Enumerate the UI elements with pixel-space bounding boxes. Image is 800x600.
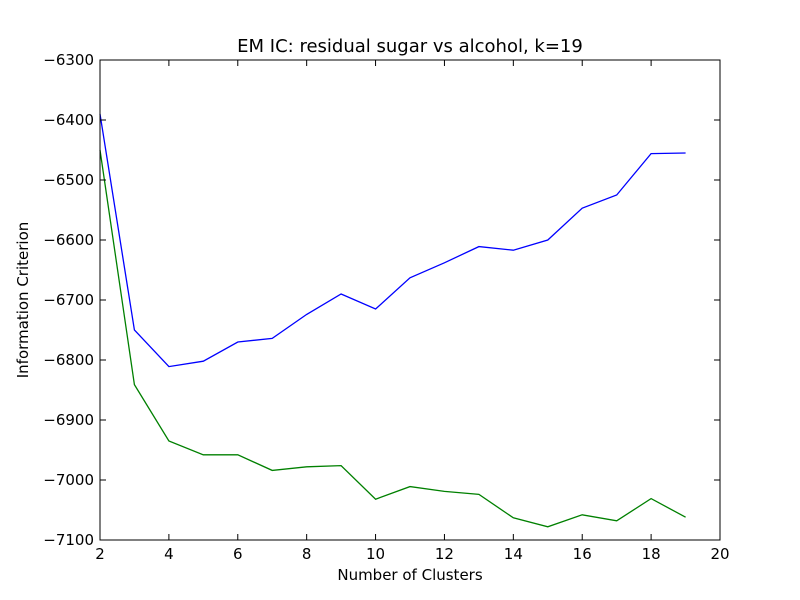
y-axis-label: Information Criterion [14,222,32,379]
y-tick-label: −7000 [43,471,94,489]
x-tick-label: 16 [573,545,592,563]
y-tick-label: −6500 [43,171,94,189]
x-tick-label: 20 [710,545,729,563]
x-tick-label: 14 [504,545,523,563]
plot-frame [99,59,721,541]
tick-label-layer: 2 4 6 8 10 12 14 16 18 20 −7100 −7000 −6900 −6800 −670… [43,51,729,563]
y-tick-label: −6400 [43,111,94,129]
y-tick-label: −6600 [43,231,94,249]
x-tick-label: 8 [302,545,312,563]
series-line-1 [99,113,686,368]
x-tick-label: 4 [164,545,174,563]
series-layer [99,113,686,528]
x-tick-label: 10 [366,545,385,563]
x-tick-label: 18 [642,545,661,563]
x-tick-label: 12 [435,545,454,563]
series-line-2 [99,149,686,528]
x-tick-label: 6 [233,545,243,563]
x-axis-label: Number of Clusters [337,566,482,584]
chart-title: EM IC: residual sugar vs alcohol, k=19 [237,36,583,57]
y-tick-label: −6800 [43,351,94,369]
y-tick-label: −6300 [43,51,94,69]
y-tick-label: −6700 [43,291,94,309]
x-tick-label: 2 [95,545,105,563]
y-tick-label: −6900 [43,411,94,429]
y-tick-label: −7100 [43,531,94,549]
plot-area [100,60,720,540]
